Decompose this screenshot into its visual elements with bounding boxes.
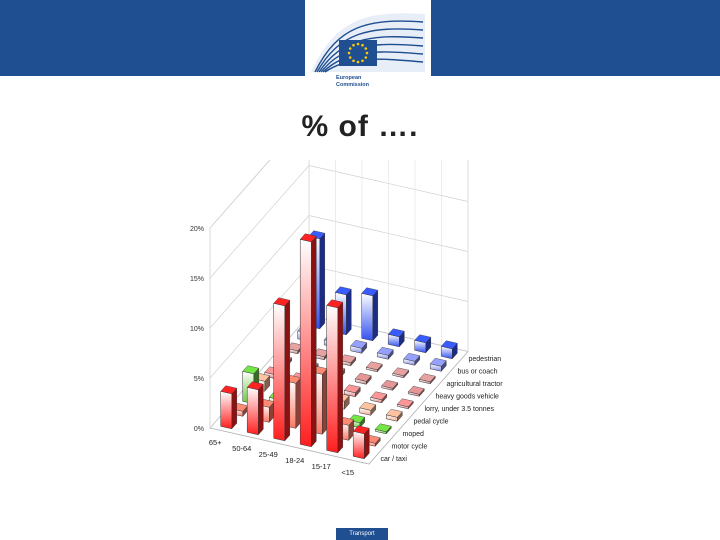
bar-top [242, 365, 260, 375]
x-tick-label: 18-24 [285, 456, 304, 465]
bar [220, 390, 233, 430]
bar-top [361, 287, 379, 297]
bar-top [273, 297, 291, 307]
gridline [209, 160, 271, 229]
bar-top [403, 352, 421, 362]
y-tick-label: 15% [190, 276, 204, 283]
y-tick-label: 5% [194, 376, 204, 383]
bar-top [326, 299, 344, 309]
bar-top [246, 381, 264, 391]
bar-side [231, 387, 238, 430]
bar-top [381, 379, 399, 389]
depth-category-label: lorry, under 3.5 tonnes [425, 406, 495, 413]
bar-top [407, 385, 425, 395]
bar-side [337, 301, 344, 454]
bar-top [365, 361, 383, 371]
depth-category-label: pedal cycle [414, 418, 449, 425]
y-tick-label: 10% [190, 326, 204, 333]
x-tick-label: 15-17 [312, 462, 331, 471]
commission-logo [305, 0, 431, 100]
bar [273, 302, 286, 442]
bar-top [374, 423, 392, 433]
footer-transport-label: Transport [336, 528, 388, 540]
bar-side [319, 232, 326, 330]
bar-side [284, 299, 291, 442]
bar-side [372, 289, 379, 342]
bar-top [334, 286, 352, 296]
bar-top [418, 373, 436, 383]
depth-category-label: heavy goods vehicle [436, 393, 500, 400]
slide-title: % of …. [301, 110, 419, 143]
x-tick-label: 50-64 [232, 444, 251, 453]
bar-top [299, 233, 317, 243]
depth-category-label: moped [403, 431, 425, 438]
bar-top [370, 391, 388, 401]
bar-side [311, 235, 317, 448]
bar-top [385, 408, 403, 418]
bar-top [440, 340, 458, 350]
bar-top [354, 372, 372, 382]
bar-top [396, 398, 414, 408]
bar-top [350, 339, 368, 349]
x-tick-label: <15 [341, 468, 354, 477]
bar-top [352, 425, 370, 435]
bar-side [346, 288, 352, 336]
depth-category-label: pedestrian [469, 356, 502, 363]
x-tick-label: 65+ [209, 438, 222, 447]
depth-category-label: agricultural tractor [447, 381, 504, 388]
bar-top [387, 328, 405, 338]
bar-top [376, 346, 394, 356]
logo-text: European Commission [336, 75, 370, 88]
building-logo-icon [311, 13, 425, 73]
depth-category-label: motor cycle [392, 443, 428, 450]
bar [326, 304, 339, 454]
y-tick-label: 20% [190, 226, 204, 233]
depth-category-label: car / taxi [381, 456, 408, 463]
bar-top [414, 334, 432, 344]
bar-top [359, 401, 377, 411]
depth-category-label: bus or coach [458, 368, 498, 375]
bar [299, 238, 312, 448]
bar-top [392, 367, 410, 377]
bar-top [343, 384, 361, 394]
bar-top [429, 357, 447, 367]
bar-top [220, 385, 238, 395]
3d-bar-chart: 0% 5% 10% 15% 20% 65+ 50-64 25-49 18-24 15-17 <15 c… [190, 160, 504, 477]
bar [352, 430, 365, 460]
x-tick-label: 25-49 [259, 450, 278, 459]
y-tick-label: 0% [194, 426, 204, 433]
bar [361, 292, 374, 342]
bar-side [258, 383, 264, 436]
bar-top [339, 354, 357, 364]
bar [246, 386, 259, 436]
